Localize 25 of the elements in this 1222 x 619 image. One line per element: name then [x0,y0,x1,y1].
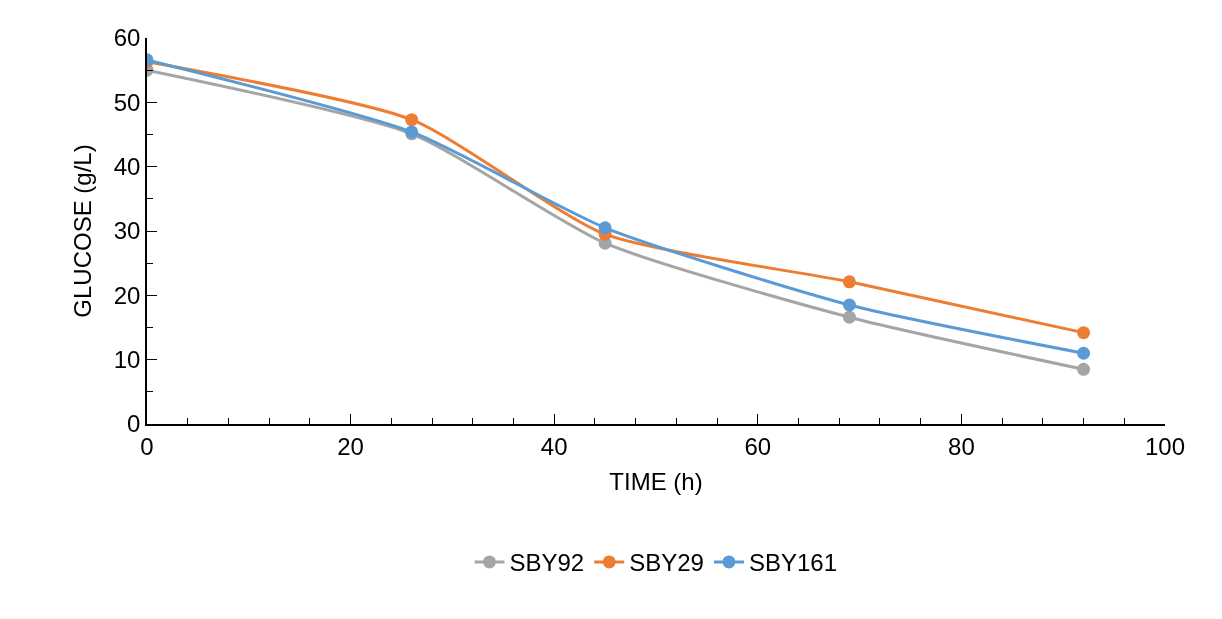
legend-label: SBY29 [629,549,704,577]
y-tick-label: 30 [113,217,141,245]
x-axis-title: TIME (h) [609,468,703,496]
legend-label: SBY92 [509,549,585,577]
point [1077,362,1091,376]
y-tick-label: 60 [113,24,141,52]
y-tick-label: 0 [127,410,141,438]
point [1077,326,1091,340]
point [842,298,856,312]
legend-label: SBY161 [748,549,838,577]
point [842,275,856,289]
y-axis-title: GLUCOSE (g/L) [69,144,97,318]
y-tick-label: 40 [113,153,141,181]
x-tick-label: 100 [1144,432,1186,460]
point [405,113,419,127]
x-tick-label: 20 [337,432,364,460]
x-tick-label: 80 [948,432,975,460]
y-tick-label: 20 [113,281,141,309]
y-tick-label: 50 [113,88,141,116]
point [842,310,856,324]
point [598,221,612,235]
x-tick-label: 40 [540,432,568,460]
y-tick-label: 10 [113,346,141,374]
point [1077,346,1091,360]
x-tick-label: 60 [744,432,772,460]
